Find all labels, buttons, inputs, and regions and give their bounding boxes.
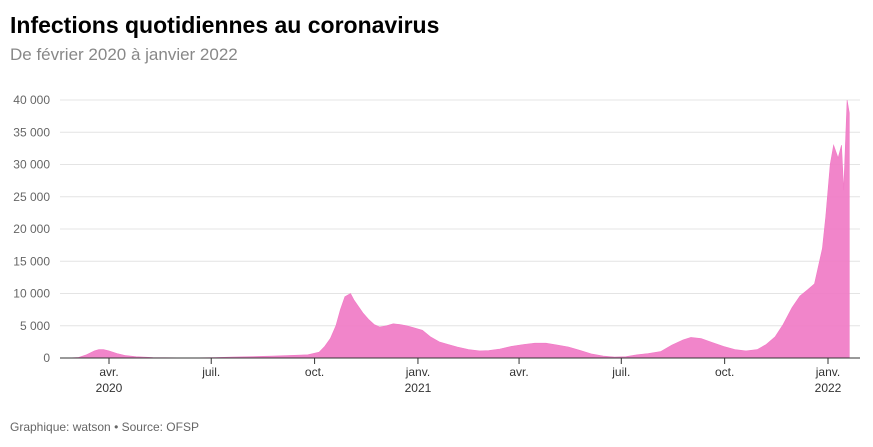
x-tick-year-label: 2020 bbox=[96, 381, 123, 395]
y-tick-label: 0 bbox=[43, 351, 50, 365]
y-tick-label: 30 000 bbox=[13, 158, 50, 172]
chart-subtitle: De février 2020 à janvier 2022 bbox=[10, 45, 238, 64]
x-tick-year-label: 2022 bbox=[815, 381, 842, 395]
x-tick-label: juil. bbox=[201, 365, 220, 379]
y-tick-label: 40 000 bbox=[13, 93, 50, 107]
x-tick-label: oct. bbox=[305, 365, 324, 379]
x-tick-year-label: 2021 bbox=[405, 381, 432, 395]
x-tick-label: avr. bbox=[509, 365, 528, 379]
y-tick-label: 20 000 bbox=[13, 222, 50, 236]
y-tick-label: 25 000 bbox=[13, 190, 50, 204]
chart-title: Infections quotidiennes au coronavirus bbox=[10, 12, 440, 38]
y-tick-label: 5 000 bbox=[20, 319, 50, 333]
grid-lines bbox=[60, 99, 860, 327]
y-axis: 0 5 000 10 000 15 000 20 000 25 000 30 000 35 0… bbox=[13, 93, 50, 365]
y-tick-label: 10 000 bbox=[13, 287, 50, 301]
x-tick-label: oct. bbox=[715, 365, 734, 379]
series-area bbox=[67, 99, 850, 359]
x-tick-label: janv. bbox=[815, 365, 840, 379]
x-tick-label: juil. bbox=[611, 365, 630, 379]
infections-area-series bbox=[67, 99, 850, 359]
chart-source-credit: Graphique: watson • Source: OFSP bbox=[10, 420, 199, 434]
y-tick-label: 15 000 bbox=[13, 254, 50, 268]
x-tick-label: avr. bbox=[99, 365, 118, 379]
x-axis: avr. 2020 juil. oct. janv. 2021 avr. juil. oct. j… bbox=[96, 358, 842, 395]
x-tick-label: janv. bbox=[405, 365, 430, 379]
y-tick-label: 35 000 bbox=[13, 125, 50, 139]
